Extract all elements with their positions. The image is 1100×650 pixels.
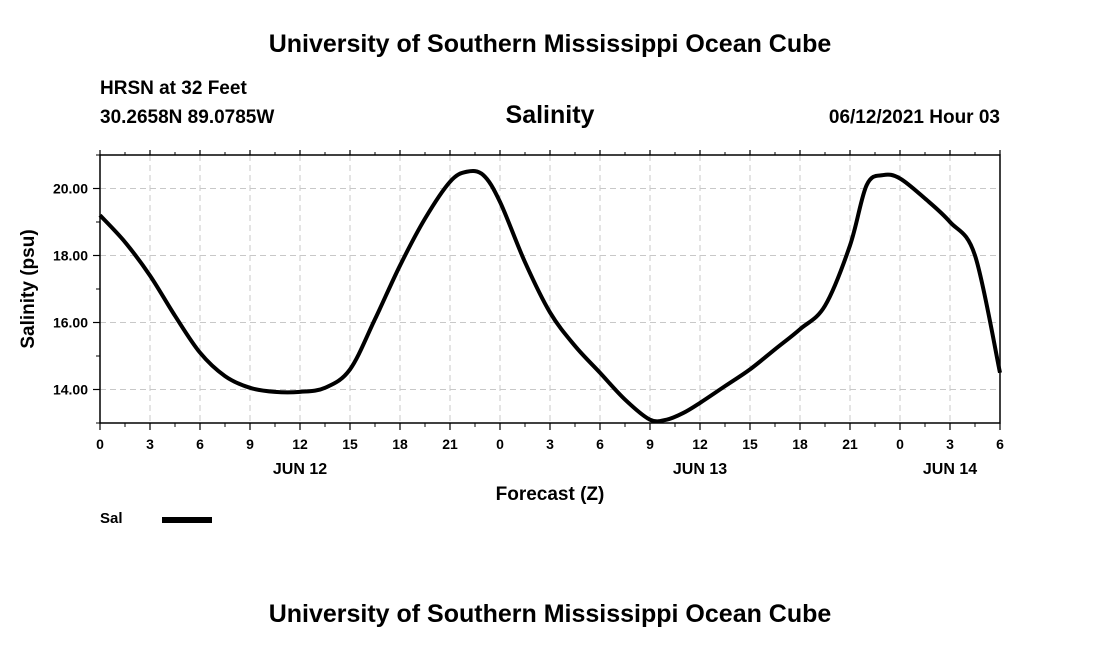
chart-title: Salinity <box>505 101 595 129</box>
date-label: JUN 12 <box>273 461 327 478</box>
y-tick-label: 20.00 <box>53 181 88 197</box>
bottom-title: University of Southern Mississippi Ocean… <box>268 600 832 628</box>
station-coordinates: 30.2658N 89.0785W <box>100 107 275 128</box>
x-tick-label: 6 <box>196 436 204 452</box>
x-tick-label: 6 <box>596 436 604 452</box>
x-tick-label: 12 <box>692 436 708 452</box>
x-tick-label: 6 <box>996 436 1004 452</box>
x-tick-label: 0 <box>896 436 904 452</box>
x-tick-label: 9 <box>646 436 654 452</box>
top-title: University of Southern Mississippi Ocean… <box>268 30 832 58</box>
x-tick-label: 15 <box>342 436 358 452</box>
y-tick-label: 18.00 <box>53 248 88 264</box>
legend-swatch <box>162 517 212 523</box>
y-tick-label: 16.00 <box>53 315 88 331</box>
x-tick-label: 18 <box>792 436 808 452</box>
x-tick-label: 9 <box>246 436 254 452</box>
date-label: JUN 13 <box>673 461 727 478</box>
x-tick-label: 15 <box>742 436 758 452</box>
station-name: HRSN at 32 Feet <box>100 78 247 99</box>
x-tick-label: 12 <box>292 436 308 452</box>
x-tick-label: 3 <box>546 436 554 452</box>
x-tick-label: 21 <box>842 436 858 452</box>
forecast-datetime: 06/12/2021 Hour 03 <box>828 107 1000 128</box>
series-line-sal <box>98 168 1002 424</box>
date-label: JUN 14 <box>923 461 977 478</box>
x-tick-label: 18 <box>392 436 408 452</box>
y-axis-title: Salinity (psu) <box>18 229 39 348</box>
x-tick-label: 3 <box>946 436 954 452</box>
x-tick-label: 0 <box>496 436 504 452</box>
x-tick-label: 21 <box>442 436 458 452</box>
y-tick-label: 14.00 <box>53 382 88 398</box>
legend-label: Sal <box>100 510 123 527</box>
x-axis-title: Forecast (Z) <box>496 484 605 505</box>
x-tick-label: 3 <box>146 436 154 452</box>
x-tick-label: 0 <box>96 436 104 452</box>
